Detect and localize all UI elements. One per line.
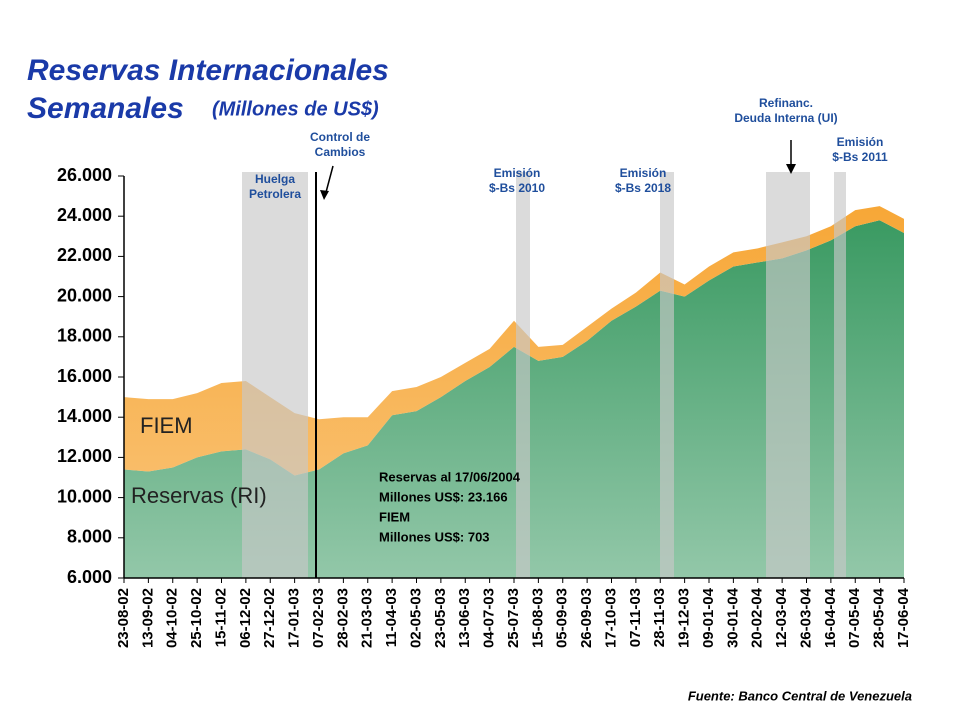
x-tick-label: 27-12-02 — [261, 588, 278, 648]
event-label: Emisión — [620, 166, 667, 180]
event-label: Deuda Interna (UI) — [734, 111, 837, 125]
x-tick-label: 15-08-03 — [529, 588, 546, 648]
source: Fuente: Banco Central de Venezuela — [688, 688, 912, 703]
event-band — [516, 172, 530, 578]
event-band — [766, 172, 810, 578]
x-tick-label: 04-07-03 — [481, 588, 498, 648]
x-tick-label: 12-03-04 — [773, 587, 790, 648]
x-tick-label: 28-11-03 — [651, 588, 668, 647]
event-label: $-Bs 2010 — [489, 181, 545, 195]
area — [124, 220, 904, 578]
x-tick-label: 07-11-03 — [627, 588, 644, 647]
x-tick-label: 16-04-04 — [822, 587, 839, 648]
x-tick-label: 19-12-03 — [676, 588, 693, 648]
y-tick-label: 20.000 — [57, 285, 112, 305]
chart-title: Semanales — [27, 92, 184, 125]
x-tick-label: 23-08-02 — [115, 588, 132, 648]
event-label: $-Bs 2018 — [615, 181, 671, 195]
x-tick-label: 25-07-03 — [505, 588, 522, 648]
y-tick-label: 10.000 — [57, 486, 112, 506]
x-tick-label: 23-05-03 — [432, 588, 449, 648]
x-tick-label: 30-01-04 — [724, 587, 741, 648]
note: Millones US$: 703 — [379, 529, 490, 544]
x-tick-label: 06-12-02 — [237, 588, 254, 648]
y-tick-label: 26.000 — [57, 165, 112, 185]
x-tick-label: 04-10-02 — [164, 588, 181, 648]
event-band — [660, 172, 674, 578]
y-tick-label: 8.000 — [67, 527, 112, 547]
event-label: Emisión — [837, 135, 884, 149]
event-label: Refinanc. — [759, 96, 813, 110]
x-tick-label: 17-06-04 — [895, 587, 912, 648]
x-tick-label: 25-10-02 — [188, 588, 205, 648]
x-tick-label: 28-05-04 — [871, 587, 888, 648]
x-tick-label: 21-03-03 — [359, 588, 376, 648]
event-label: Emisión — [494, 166, 541, 180]
event-label: Cambios — [315, 145, 366, 159]
x-tick-label: 17-10-03 — [602, 588, 619, 648]
x-tick-label: 02-05-03 — [407, 588, 424, 648]
x-tick-label: 28-02-03 — [334, 588, 351, 648]
x-tick-label: 05-09-03 — [554, 588, 571, 648]
note: Millones US$: 23.166 — [379, 489, 508, 504]
x-tick-label: 15-11-02 — [212, 588, 229, 647]
series-label: Reservas (RI) — [131, 483, 267, 508]
x-tick-label: 26-09-03 — [578, 588, 595, 648]
x-tick-label: 17-01-03 — [286, 588, 303, 648]
y-tick-label: 16.000 — [57, 366, 112, 386]
event-band — [242, 172, 308, 578]
x-tick-label: 07-02-03 — [310, 588, 327, 648]
x-tick-label: 09-01-04 — [700, 587, 717, 648]
chart-title: Reservas Internacionales — [27, 54, 389, 87]
x-tick-label: 11-04-03 — [383, 588, 400, 647]
event-band — [834, 172, 846, 578]
x-tick-label: 07-05-04 — [846, 587, 863, 648]
x-tick-label: 13-06-03 — [456, 588, 473, 648]
chart-subtitle: (Millones de US$) — [212, 98, 379, 120]
event-label: $-Bs 2011 — [832, 150, 888, 164]
y-tick-label: 14.000 — [57, 406, 112, 426]
event-label: Huelga — [255, 172, 295, 186]
y-tick-label: 24.000 — [57, 205, 112, 225]
y-tick-label: 6.000 — [67, 567, 112, 587]
area — [124, 206, 904, 476]
event-label: Petrolera — [249, 187, 301, 201]
y-tick-label: 18.000 — [57, 326, 112, 346]
series-label: FIEM — [140, 413, 193, 438]
y-tick-label: 22.000 — [57, 245, 112, 265]
note: Reservas al 17/06/2004 — [379, 469, 521, 484]
x-tick-label: 13-09-02 — [139, 588, 156, 648]
x-tick-label: 26-03-04 — [797, 587, 814, 648]
event-label: Control de — [310, 130, 370, 144]
note: FIEM — [379, 509, 410, 524]
y-tick-label: 12.000 — [57, 446, 112, 466]
arrow-head — [786, 164, 796, 174]
arrow-head — [320, 190, 329, 200]
x-tick-label: 20-02-04 — [749, 587, 766, 648]
